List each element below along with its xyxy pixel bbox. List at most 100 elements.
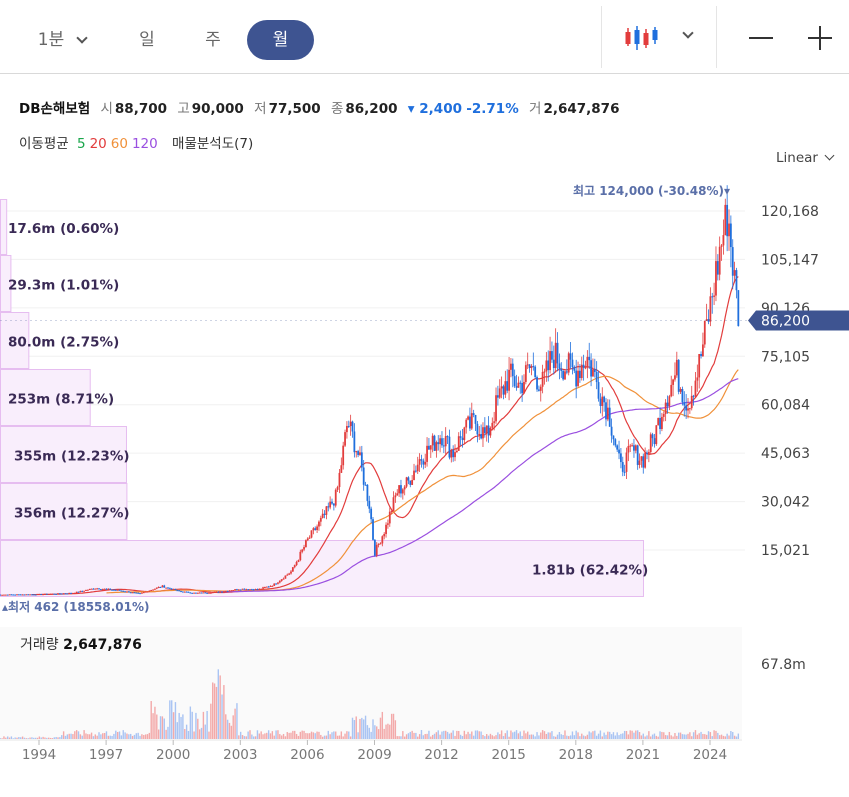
candle-body <box>224 590 227 592</box>
volume-bar <box>713 730 715 739</box>
candle-body <box>454 452 456 458</box>
volume-bar <box>116 732 119 739</box>
volume-bar <box>144 734 147 739</box>
candle-body <box>245 589 248 591</box>
candle-body <box>334 489 337 506</box>
volume-bar <box>551 731 553 739</box>
candle-body <box>638 460 641 465</box>
candle-body <box>17 594 20 596</box>
candle-body <box>105 588 108 590</box>
volume-bar <box>219 675 221 739</box>
candle-body <box>472 413 475 415</box>
volume-bar <box>707 731 710 739</box>
volume-bar <box>290 732 292 739</box>
period-day-tab[interactable]: 일 <box>139 30 155 50</box>
candle-body <box>694 380 697 397</box>
candle-body <box>439 438 442 445</box>
volume-bar <box>46 737 48 739</box>
moving-average-label: 이동평균 <box>19 136 69 152</box>
volume-bar <box>532 734 535 739</box>
volume-bar <box>474 730 477 739</box>
candle-body <box>195 592 197 594</box>
candle-body <box>275 583 277 585</box>
candle-body <box>139 593 141 595</box>
volume-bar <box>21 736 24 739</box>
volume-bar <box>55 736 57 739</box>
volume-bar <box>487 735 490 739</box>
volume-bar <box>66 734 69 739</box>
volume-bar <box>390 713 393 739</box>
candle-body <box>457 436 460 451</box>
candle-body <box>644 452 647 468</box>
zoom-out-button[interactable] <box>749 37 773 39</box>
volume-axis-label: 67.8m <box>761 657 806 673</box>
candle-body <box>465 419 468 428</box>
volume-bar <box>594 730 596 739</box>
candle-body <box>495 395 497 422</box>
volume-bar <box>215 686 218 739</box>
volume-bar <box>376 726 378 739</box>
volume-bar <box>636 730 639 739</box>
scale-mode-dropdown[interactable]: Linear <box>776 150 835 166</box>
period-week-tab[interactable]: 주 <box>205 30 221 50</box>
candle-body <box>370 508 373 520</box>
volume-bar <box>64 735 67 739</box>
candle-body <box>646 452 648 455</box>
candle-body <box>157 586 160 588</box>
volume-bar <box>471 731 473 739</box>
volume-bar <box>344 733 346 739</box>
volume-bar <box>208 731 210 739</box>
candle-body <box>541 371 544 387</box>
candle-body <box>219 591 222 593</box>
candle-body <box>474 414 477 424</box>
candle-body <box>416 464 419 472</box>
volume-profile-label: 253m (8.71%) <box>8 392 114 408</box>
volume-bar <box>87 734 89 739</box>
time-tick-label: 2000 <box>156 747 190 763</box>
candle-body <box>129 592 132 594</box>
volume-bar <box>560 734 562 739</box>
candle-body <box>636 445 639 465</box>
candle-body <box>243 588 246 590</box>
candle-body <box>414 470 417 472</box>
candle-body <box>396 493 399 496</box>
volume-bar <box>137 732 139 739</box>
candle-body <box>670 384 673 397</box>
volume-bar <box>353 720 356 739</box>
close-label: 종 <box>330 101 344 117</box>
period-month-tab[interactable]: 월 <box>247 20 314 60</box>
time-tick-label: 2012 <box>424 747 458 763</box>
candle-body <box>640 456 643 461</box>
high-value: 90,000 <box>191 101 244 117</box>
volume-profile-label: 80.0m (2.75%) <box>8 335 119 351</box>
zoom-in-button[interactable] <box>808 26 832 50</box>
candle-body <box>237 589 240 591</box>
candle-body <box>142 592 145 594</box>
candle-body <box>711 296 714 298</box>
candle-body <box>651 434 654 439</box>
volume-bar <box>437 730 439 739</box>
volume-panel-bg <box>0 627 742 739</box>
candle-body <box>118 589 121 591</box>
candle-body <box>707 319 710 322</box>
moving-average-legend[interactable]: 이동평균 5 20 60 120 매물분석도(7) <box>19 132 257 152</box>
volume-bar <box>443 730 445 739</box>
period-minute-dropdown[interactable]: 1분 <box>22 20 102 60</box>
volume-bar <box>718 735 721 739</box>
volume-bar <box>217 669 220 739</box>
volume-bar <box>638 732 641 739</box>
volume-profile-bar <box>0 426 127 483</box>
candle-body <box>664 402 667 415</box>
volume-bar <box>130 733 132 739</box>
volume-bar <box>74 731 76 739</box>
candle-body <box>98 588 100 590</box>
candle-body <box>726 204 729 237</box>
volume-bar <box>135 733 137 739</box>
volume-bar <box>253 736 255 739</box>
candle-body <box>534 366 537 378</box>
candle-body <box>183 591 186 593</box>
volume-bar <box>161 716 164 739</box>
candlestick-icon[interactable] <box>622 24 662 52</box>
candle-body <box>720 245 723 247</box>
